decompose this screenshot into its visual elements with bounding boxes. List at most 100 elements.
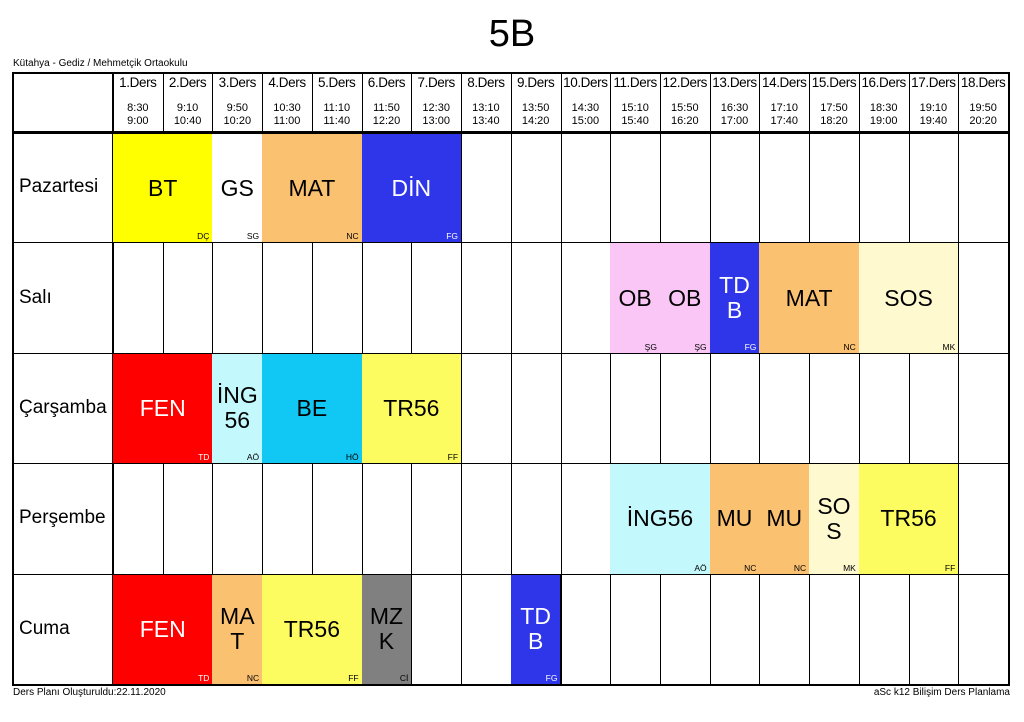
- lesson-cell[interactable]: TR56 FF: [262, 574, 363, 684]
- grid-divider: [659, 74, 661, 684]
- lesson-cell[interactable]: İNG56 AÖ: [212, 353, 264, 464]
- day-label: Perşembe: [19, 507, 106, 529]
- grid-divider: [560, 74, 562, 684]
- lesson-subject: MU: [716, 505, 753, 532]
- period-time: 9:10 10:40: [173, 102, 202, 127]
- lesson-teacher: ŞG: [694, 341, 707, 352]
- lesson-teacher: ŞG: [644, 341, 657, 352]
- lesson-subject: MAT: [288, 174, 336, 201]
- grid-divider: [610, 74, 612, 684]
- grid-divider: [759, 74, 761, 684]
- lesson-cell[interactable]: MAT NC: [262, 134, 363, 243]
- software-credit: aSc k12 Bilişim Ders Planlama: [873, 687, 1010, 698]
- lesson-teacher: FF: [447, 452, 459, 463]
- period-header: 12.Ders 15:50 16:20: [660, 74, 710, 132]
- lesson-teacher: FF: [944, 562, 956, 573]
- period-time: 19:50 20:20: [969, 102, 997, 127]
- period-name: 11.Ders: [613, 75, 657, 90]
- lesson-teacher: MK: [942, 341, 956, 352]
- lesson-subject: DİN: [391, 174, 432, 201]
- grid-divider: [14, 352, 1008, 354]
- lesson-cell[interactable]: FEN TD: [113, 574, 214, 684]
- lesson-teacher: NC: [793, 562, 807, 573]
- lesson-cell[interactable]: MU NC: [709, 464, 761, 574]
- day-label: Cuma: [19, 617, 70, 639]
- period-time: 12:30 13:00: [422, 102, 450, 127]
- day-label: Çarşamba: [19, 396, 107, 418]
- grid-divider: [858, 74, 860, 684]
- period-header: 2.Ders 9:10 10:40: [163, 74, 213, 132]
- lesson-teacher: AÖ: [246, 452, 260, 463]
- lesson-cell[interactable]: FEN TD: [113, 353, 214, 464]
- lesson-teacher: FG: [744, 341, 757, 352]
- lesson-cell[interactable]: İNG56 AÖ: [610, 464, 711, 574]
- lesson-teacher: TD: [198, 672, 210, 683]
- school-name: Kütahya - Gediz / Mehmetçik Ortaokulu: [13, 58, 188, 69]
- lesson-subject: BT: [148, 174, 178, 201]
- lesson-teacher: NC: [744, 562, 757, 573]
- period-time: 17:50 18:20: [820, 102, 848, 127]
- lesson-cell[interactable]: GS SG: [212, 134, 264, 243]
- lesson-subject: İNG56: [626, 505, 694, 532]
- period-name: 13.Ders: [712, 75, 757, 90]
- period-name: 14.Ders: [761, 75, 807, 90]
- period-time: 11:50 12:20: [372, 102, 401, 127]
- lesson-subject: TDB: [719, 272, 750, 324]
- period-time: 9:50 10:20: [223, 102, 252, 127]
- lesson-teacher: NC: [346, 231, 359, 242]
- lesson-cell[interactable]: MZK Cİ: [361, 574, 413, 684]
- lesson-cell[interactable]: DİN FG: [361, 134, 463, 243]
- period-name: 9.Ders: [516, 75, 555, 90]
- period-time: 18:30 19:00: [869, 102, 898, 127]
- period-name: 15.Ders: [811, 75, 857, 90]
- lesson-subject: OB: [618, 284, 652, 311]
- period-name: 18.Ders: [960, 75, 1006, 90]
- lesson-teacher: AÖ: [694, 562, 707, 573]
- lesson-cell[interactable]: SOS MK: [858, 243, 960, 353]
- lesson-subject: SOS: [817, 492, 851, 544]
- lesson-subject: İNG56: [216, 382, 258, 434]
- grid-divider: [14, 242, 1008, 244]
- lesson-cell[interactable]: MAT NC: [759, 243, 860, 353]
- period-header: 13.Ders 16:30 17:00: [710, 74, 760, 132]
- lesson-cell[interactable]: TDB FG: [510, 574, 562, 684]
- lesson-cell[interactable]: BE HÖ: [262, 353, 363, 464]
- period-time: 19:10 19:40: [919, 102, 948, 127]
- grid-divider: [809, 74, 811, 684]
- lesson-teacher: HÖ: [345, 452, 359, 463]
- period-time: 14:30 15:00: [571, 102, 600, 127]
- period-name: 10.Ders: [563, 75, 608, 90]
- lesson-cell[interactable]: OB ŞG: [610, 243, 661, 353]
- lesson-cell[interactable]: TR56 FF: [361, 353, 463, 464]
- lesson-teacher: DÇ: [197, 231, 210, 242]
- lesson-cell[interactable]: TR56 FF: [858, 464, 960, 574]
- grid-divider: [908, 74, 910, 684]
- lesson-subject: TR56: [880, 505, 937, 532]
- period-header: 7.Ders 12:30 13:00: [411, 74, 461, 132]
- lesson-cell[interactable]: MAT NC: [212, 574, 264, 684]
- lesson-cell[interactable]: MU NC: [759, 464, 811, 574]
- period-name: 7.Ders: [417, 75, 456, 90]
- period-time: 13:50 14:20: [521, 102, 550, 127]
- period-name: 4.Ders: [268, 75, 306, 90]
- lesson-teacher: TD: [198, 452, 210, 463]
- lesson-teacher: FG: [545, 672, 558, 683]
- lesson-cell[interactable]: SOS MK: [809, 464, 860, 574]
- lesson-subject: MAT: [785, 284, 833, 311]
- lesson-subject: TDB: [520, 603, 551, 655]
- lesson-teacher: SG: [246, 231, 260, 242]
- period-header: 14.Ders 17:10 17:40: [759, 74, 809, 132]
- period-name: 12.Ders: [662, 75, 708, 90]
- period-header: 8.Ders 13:10 13:40: [461, 74, 511, 132]
- period-header: 6.Ders 11:50 12:20: [362, 74, 412, 132]
- period-time: 10:30 11:00: [273, 102, 301, 127]
- period-header: 3.Ders 9:50 10:20: [212, 74, 262, 132]
- lesson-cell[interactable]: BT DÇ: [113, 134, 214, 243]
- lesson-cell[interactable]: OB ŞG: [659, 243, 711, 353]
- lesson-teacher: MK: [843, 562, 856, 573]
- lesson-subject: FEN: [139, 394, 186, 421]
- lesson-cell[interactable]: TDB FG: [709, 243, 761, 353]
- period-name: 5.Ders: [318, 75, 356, 90]
- grid-divider: [958, 74, 960, 684]
- lesson-subject: GS: [220, 174, 254, 201]
